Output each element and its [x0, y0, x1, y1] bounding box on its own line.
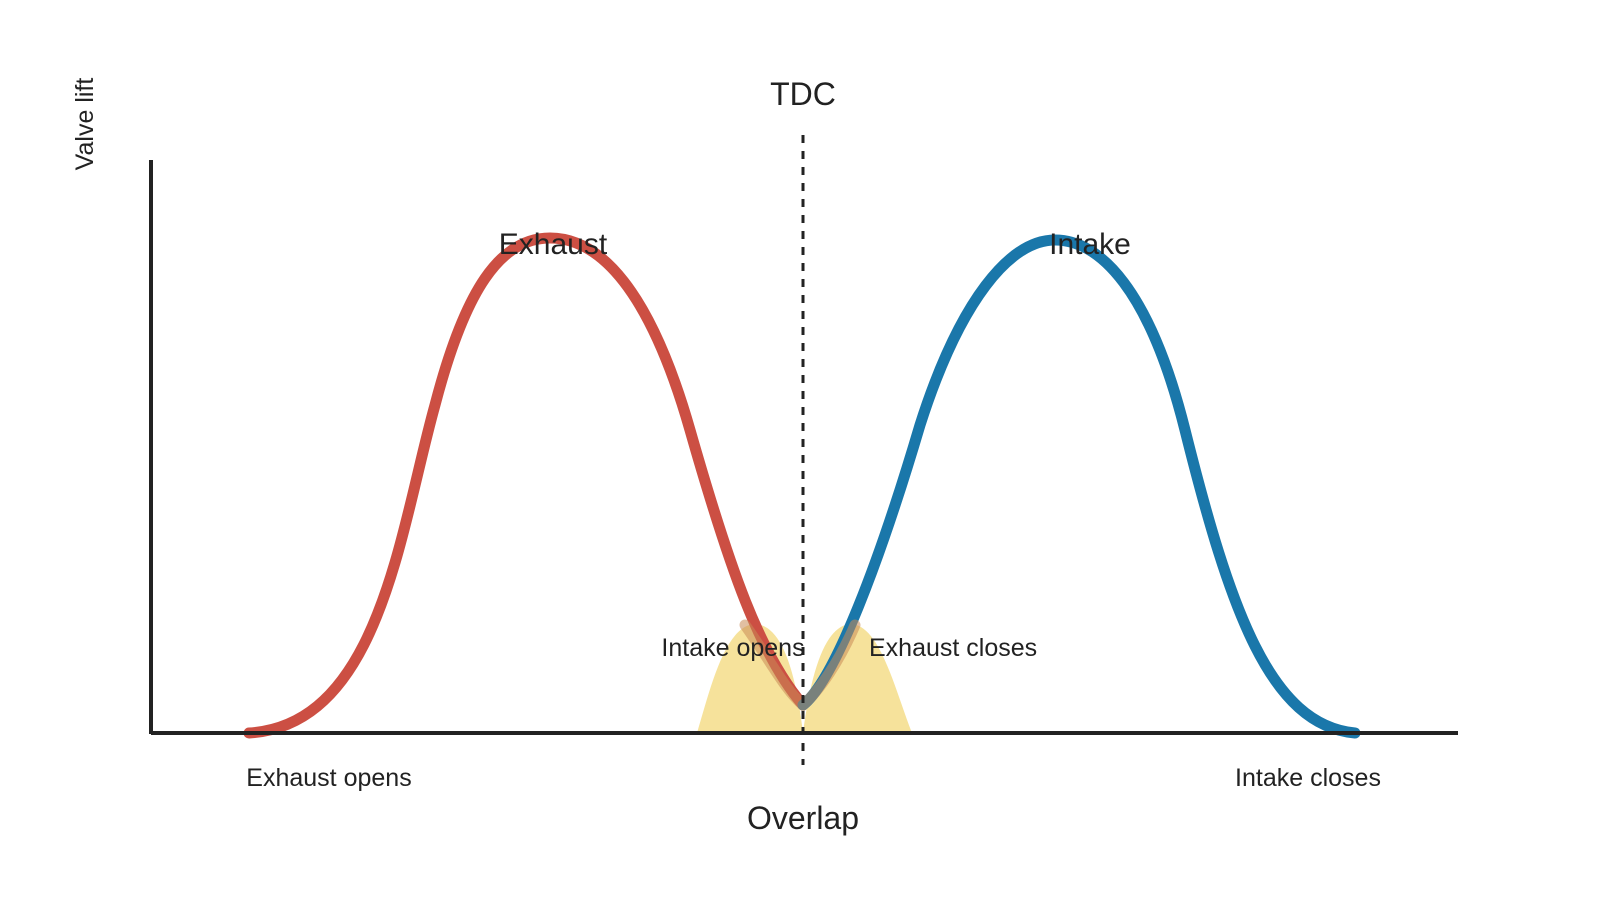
exhaust-closes-label: Exhaust closes — [869, 634, 1037, 662]
overlap-label: Overlap — [747, 800, 859, 836]
y-axis-label: Valve lift — [71, 78, 99, 171]
tdc-label: TDC — [770, 76, 836, 112]
exhaust-label: Exhaust — [499, 228, 608, 261]
intake-closes-label: Intake closes — [1235, 764, 1381, 792]
overlap-lobe-right — [803, 624, 912, 733]
intake-opens-label: Intake opens — [661, 634, 804, 662]
intake-label: Intake — [1049, 228, 1131, 261]
overlap-lobe-left — [697, 624, 803, 733]
intake-curve — [797, 234, 1361, 739]
overlap-curve-segment — [739, 619, 861, 713]
exhaust-curve — [243, 232, 809, 739]
exhaust-opens-label: Exhaust opens — [246, 764, 411, 792]
